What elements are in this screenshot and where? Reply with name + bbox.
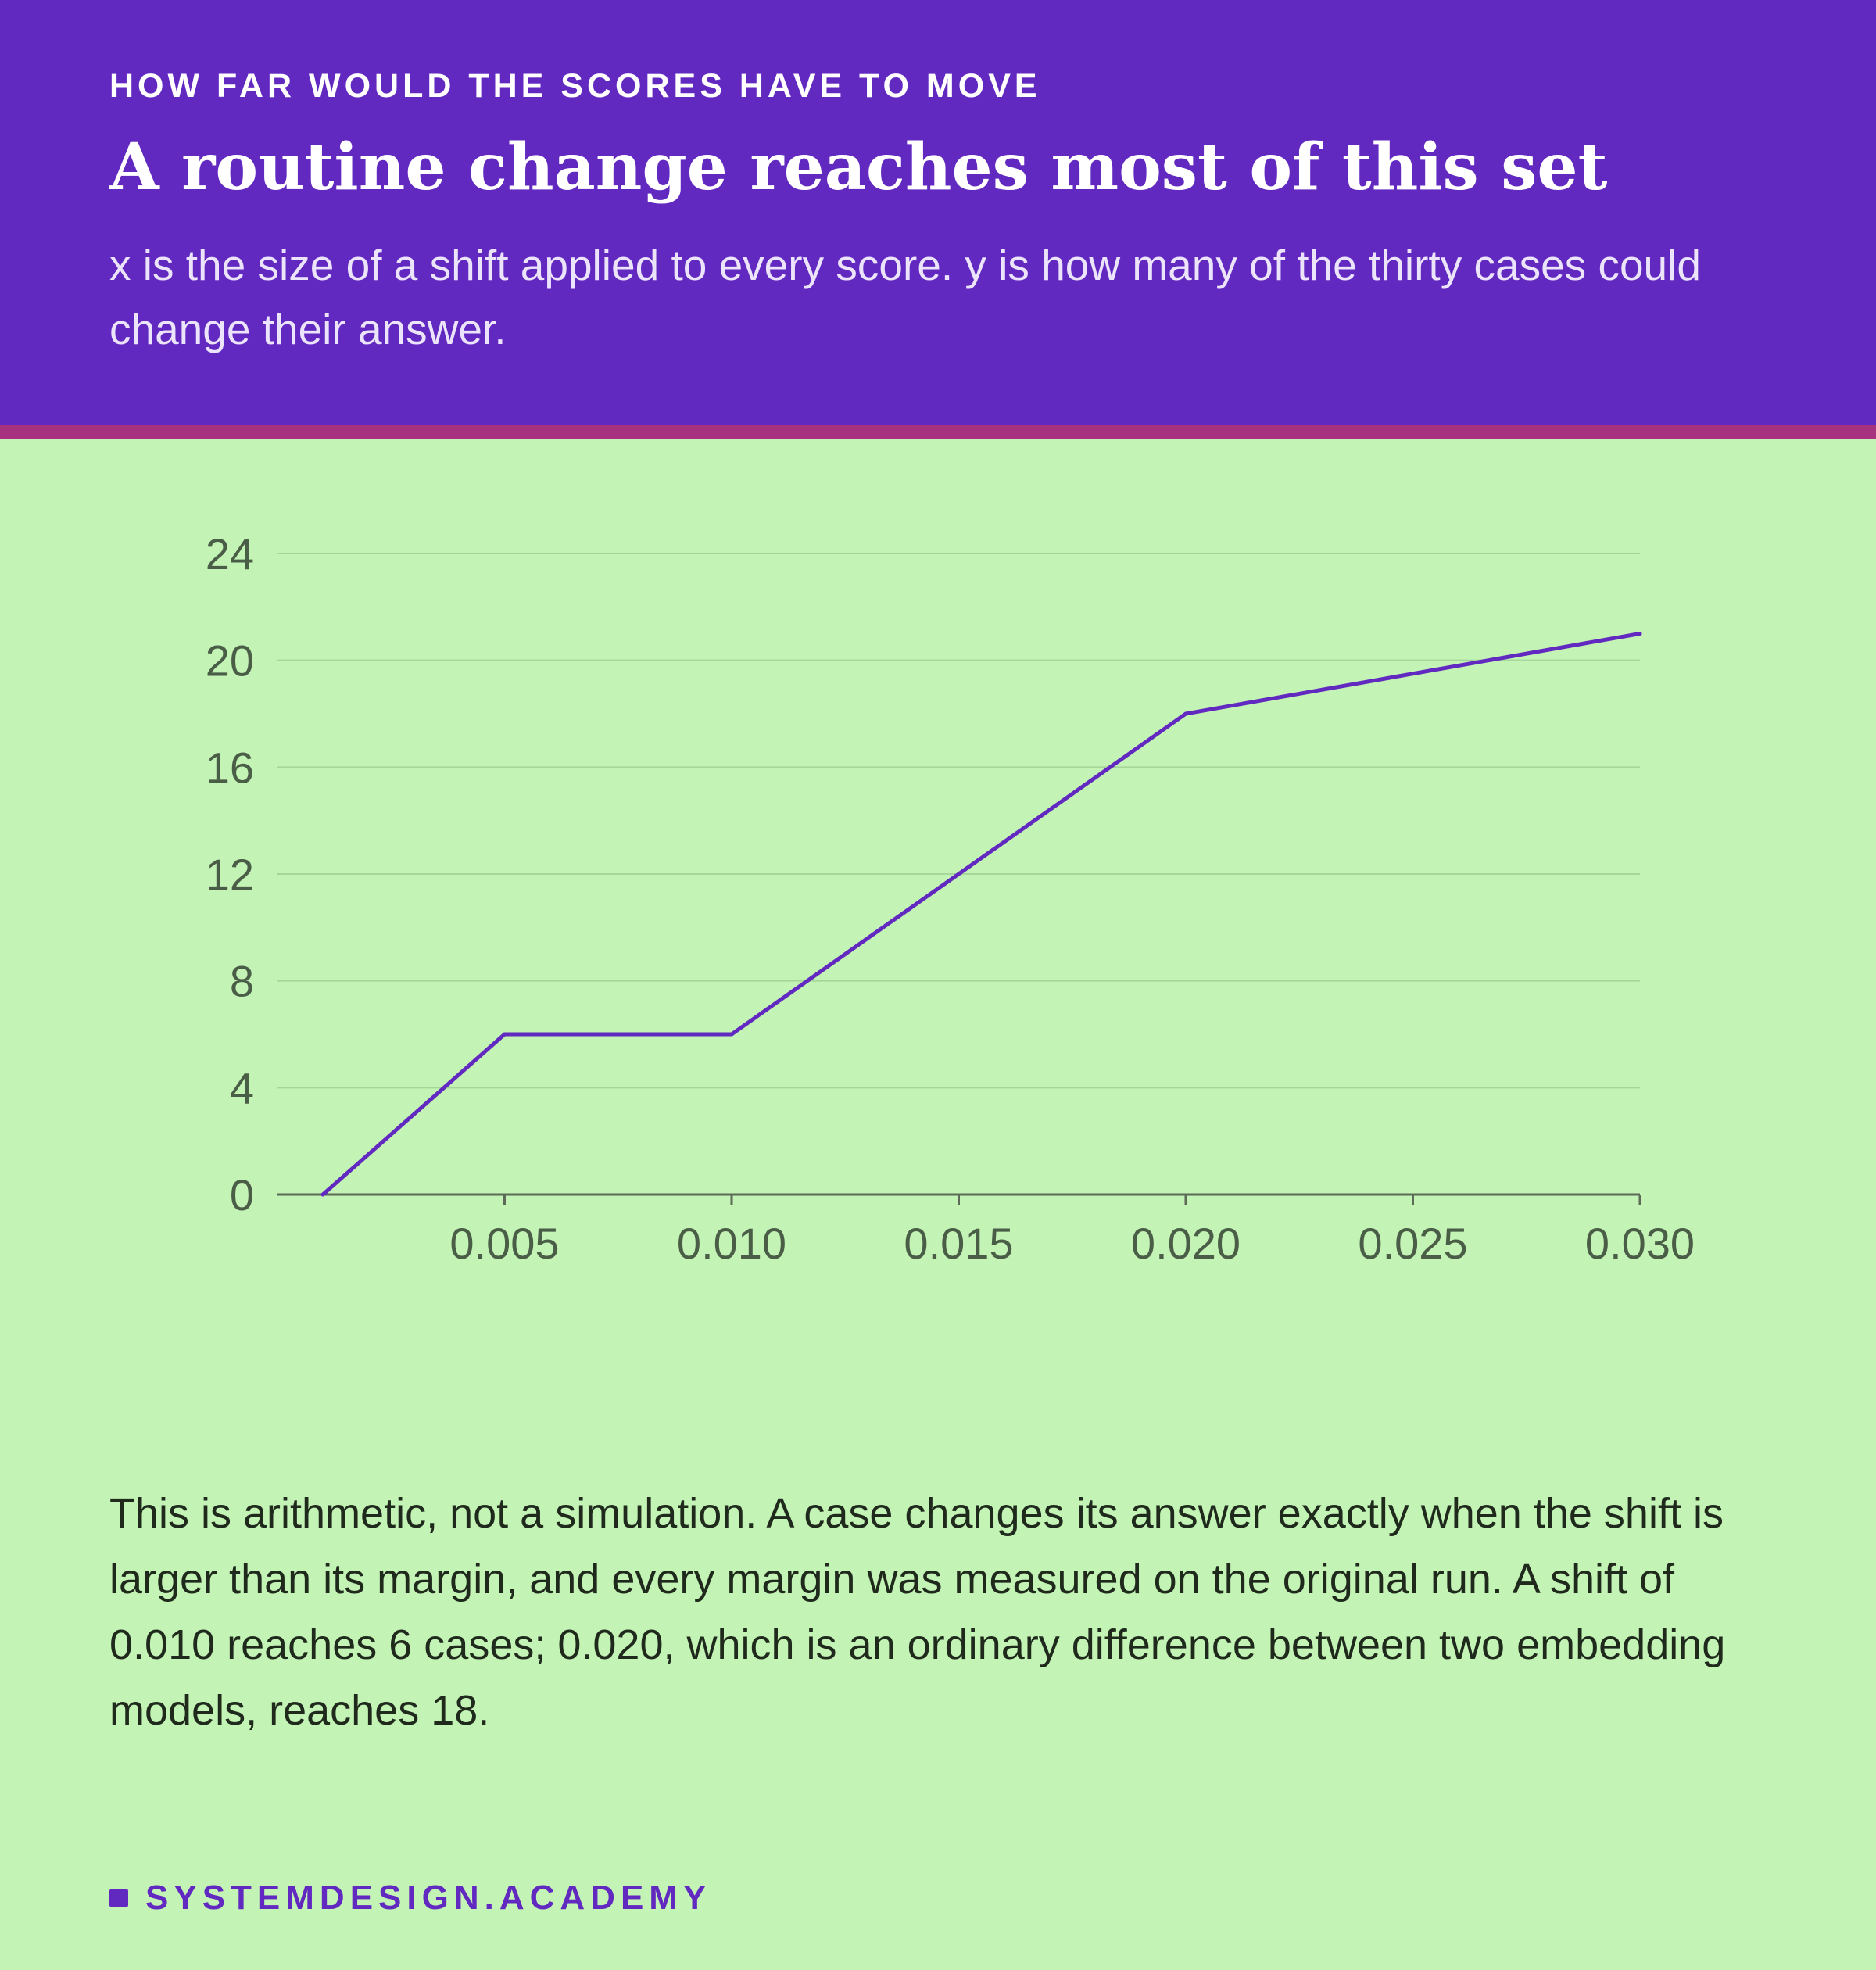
caption: This is arithmetic, not a simulation. A … — [109, 1490, 1726, 1734]
y-tick-label: 0 — [230, 1170, 254, 1220]
gridlines — [277, 553, 1640, 1089]
x-axis — [277, 1193, 1642, 1205]
y-tick-label: 16 — [206, 743, 254, 792]
x-tick-labels: 0.005 0.010 0.015 0.020 0.025 0.030 — [449, 1219, 1695, 1268]
data-point — [1638, 632, 1642, 636]
brand-name: SYSTEMDESIGN.ACADEMY — [145, 1879, 712, 1917]
header-band — [0, 0, 1876, 425]
x-tick-label: 0.025 — [1358, 1219, 1467, 1268]
y-tick-label: 20 — [206, 636, 254, 686]
x-tick-label: 0.015 — [904, 1219, 1013, 1268]
series-line-0 — [320, 632, 1642, 1197]
y-tick-labels: 0 4 8 12 16 20 24 — [206, 529, 254, 1220]
data-point — [1183, 711, 1188, 716]
header-accent-rule — [0, 425, 1876, 439]
y-tick-label: 12 — [206, 850, 254, 899]
y-tick-label: 24 — [206, 529, 254, 578]
data-point — [503, 1032, 507, 1037]
chart-title: A routine change reaches most of this se… — [109, 130, 1608, 205]
chart-subtitle: x is the size of a shift applied to ever… — [109, 241, 1701, 353]
x-tick-label: 0.020 — [1131, 1219, 1241, 1268]
brand-square-icon — [109, 1889, 128, 1907]
y-tick-label: 8 — [230, 957, 254, 1006]
kicker: HOW FAR WOULD THE SCORES HAVE TO MOVE — [109, 67, 1041, 105]
footer: SYSTEMDESIGN.ACADEMY — [109, 1876, 711, 1920]
data-point — [729, 1032, 734, 1037]
x-tick-label: 0.030 — [1585, 1219, 1695, 1268]
series-group — [320, 632, 1642, 1197]
x-tick-label: 0.010 — [677, 1219, 786, 1268]
data-point — [320, 1192, 325, 1197]
y-tick-label: 4 — [230, 1063, 254, 1112]
x-tick-label: 0.005 — [449, 1219, 559, 1268]
